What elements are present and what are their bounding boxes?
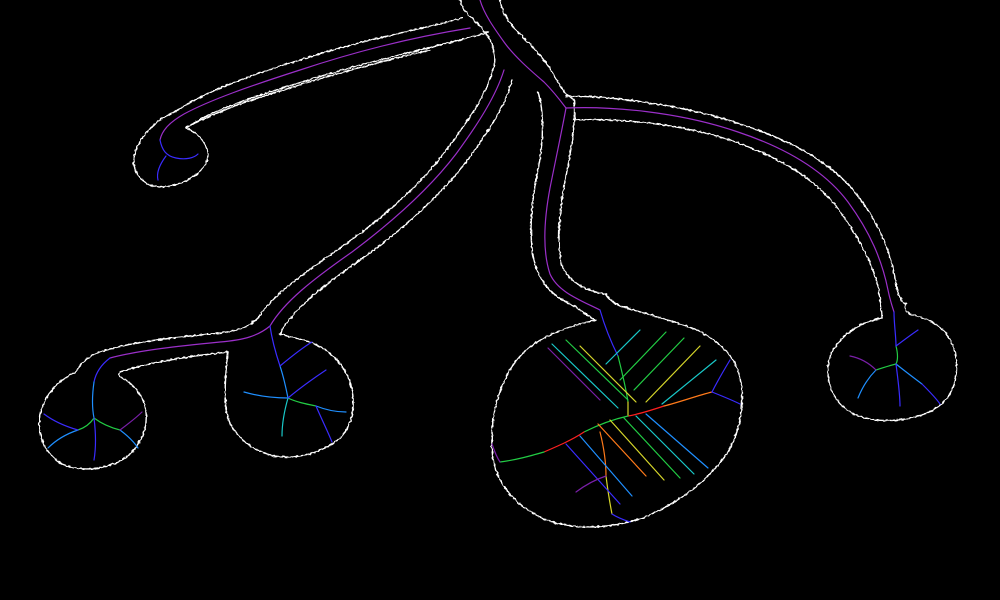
blob-left-outline [38, 371, 147, 470]
arm-top-left-outline [133, 17, 489, 188]
arm-diagonal-outline [75, 65, 495, 373]
skeleton-group [43, 0, 941, 523]
blob-right-outline [827, 303, 958, 422]
skeleton-arm-top-left [159, 27, 471, 141]
skeleton-hook [156, 139, 199, 181]
skeleton-blob-right [849, 311, 941, 407]
arm-center-outline [530, 91, 607, 321]
blob-center-outline [491, 293, 743, 528]
connector-left-outline [119, 351, 229, 373]
skeleton-arm-right [565, 107, 895, 313]
skeleton-blob-mid-left [243, 325, 347, 443]
skeleton-arm-diagonal [109, 69, 505, 359]
arm-diagonal-inner-outline [279, 79, 513, 335]
outline-group [38, 0, 958, 528]
trunk-outline [459, 0, 575, 101]
skeleton-arm-center [544, 107, 601, 311]
arm-right-outline [565, 95, 907, 319]
skeleton-blob-left [43, 357, 143, 461]
skeleton-blob-center [491, 309, 741, 523]
skeleton-trunk [479, 0, 567, 109]
arm-top-left-inner-outline [185, 49, 431, 129]
blob-mid-left-outline [224, 333, 354, 458]
